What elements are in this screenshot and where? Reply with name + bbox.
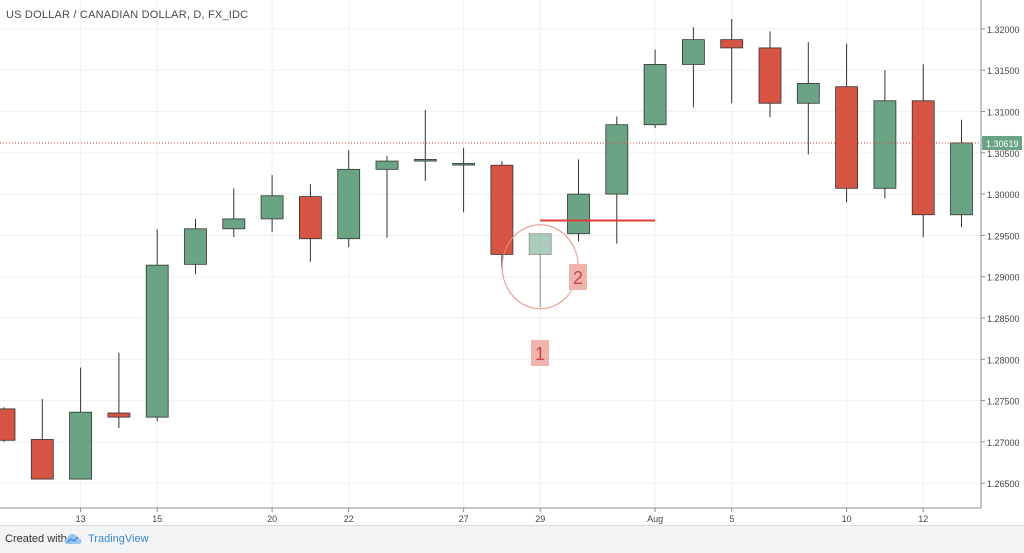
candle-body	[452, 163, 476, 166]
price-tick-label: 1.28500	[987, 314, 1020, 324]
candle[interactable]	[337, 150, 361, 247]
candle-body	[758, 47, 782, 104]
candle-body	[30, 439, 54, 480]
candle-body	[107, 412, 131, 418]
time-tick-label: 10	[842, 514, 852, 524]
annotations: 1.30619 2 1	[0, 135, 1022, 366]
candle[interactable]	[835, 43, 858, 203]
candle-body	[950, 142, 973, 216]
candle-body	[490, 164, 514, 255]
price-tick-label: 1.29000	[987, 273, 1020, 283]
candle-body	[69, 411, 92, 480]
price-tick-label: 1.27500	[987, 397, 1020, 407]
candle[interactable]	[375, 156, 399, 238]
candle[interactable]	[298, 184, 322, 262]
candle[interactable]	[0, 407, 16, 442]
candle[interactable]	[528, 233, 552, 308]
price-tick-label: 1.26500	[987, 479, 1020, 489]
candle-body	[222, 218, 246, 230]
candle-body	[298, 196, 322, 240]
time-tick-label: 12	[918, 514, 928, 524]
candle[interactable]	[873, 70, 897, 199]
time-tick-label: 22	[344, 514, 354, 524]
candle[interactable]	[413, 109, 437, 181]
annotation-label-1: 1	[535, 344, 545, 364]
candle-body	[184, 228, 207, 265]
candle-body	[835, 86, 858, 189]
candle[interactable]	[720, 18, 744, 104]
candle[interactable]	[796, 42, 820, 155]
candle-body	[337, 168, 361, 240]
time-tick-label: Aug	[647, 514, 663, 524]
tradingview-link[interactable]: TradingView	[88, 533, 149, 545]
candle[interactable]	[950, 119, 973, 228]
candle-body	[643, 64, 667, 126]
candle[interactable]	[145, 229, 169, 422]
candle[interactable]	[184, 218, 207, 275]
candle-body	[260, 195, 284, 220]
candle[interactable]	[260, 175, 284, 233]
time-tick-label: 15	[152, 514, 162, 524]
footer-bar: Created with TradingView	[0, 525, 1024, 553]
candle-body	[145, 264, 169, 418]
candle-body	[605, 124, 629, 195]
price-tick-label: 1.27000	[987, 438, 1020, 448]
time-tick-label: 29	[535, 514, 545, 524]
candle-body	[682, 39, 705, 65]
candle[interactable]	[758, 31, 782, 118]
axes: 1.26500 1.27000 1.27500 1.28000 1.28500 1.290…	[0, 0, 1020, 524]
time-tick-label: 13	[76, 514, 86, 524]
candle-body	[528, 233, 552, 255]
candle[interactable]	[567, 159, 590, 242]
time-tick-label: 20	[267, 514, 277, 524]
tradingview-cloud-icon[interactable]	[64, 532, 82, 546]
candles	[0, 18, 973, 480]
time-tick-label: 5	[729, 514, 734, 524]
price-tick-label: 1.29500	[987, 231, 1020, 241]
candle[interactable]	[222, 188, 246, 238]
last-price-tag	[982, 135, 1022, 150]
created-with-label: Created with	[5, 533, 67, 545]
annotation-label-2: 2	[573, 268, 583, 288]
candle-body	[413, 159, 437, 162]
last-price-label: 1.30619	[986, 139, 1019, 149]
candle-body	[0, 408, 16, 441]
annotation-label-2-box	[569, 264, 587, 290]
candle[interactable]	[911, 64, 935, 238]
candle-body	[873, 100, 897, 189]
candle-body	[720, 39, 744, 49]
time-tick-label: 27	[459, 514, 469, 524]
candle[interactable]	[605, 116, 629, 244]
price-tick-label: 1.31000	[987, 108, 1020, 118]
chart-title: US DOLLAR / CANADIAN DOLLAR, D, FX_IDC	[6, 9, 249, 21]
price-tick-label: 1.32000	[987, 25, 1020, 35]
candle-body	[567, 193, 590, 235]
candle[interactable]	[452, 147, 476, 213]
candle[interactable]	[490, 161, 514, 269]
candle-body	[911, 100, 935, 216]
candle-body	[375, 160, 399, 170]
price-tick-label: 1.30500	[987, 149, 1020, 159]
candle[interactable]	[69, 367, 92, 480]
price-tick-label: 1.28000	[987, 355, 1020, 365]
price-tick-label: 1.31500	[987, 66, 1020, 76]
candle[interactable]	[30, 398, 54, 480]
candlestick-chart[interactable]: 1.26500 1.27000 1.27500 1.28000 1.28500 1.290…	[0, 0, 1024, 526]
candle[interactable]	[682, 27, 705, 108]
annotation-label-1-box	[531, 340, 549, 366]
candle[interactable]	[643, 49, 667, 129]
candle[interactable]	[107, 352, 131, 428]
price-tick-label: 1.30000	[987, 190, 1020, 200]
candle-body	[796, 83, 820, 104]
